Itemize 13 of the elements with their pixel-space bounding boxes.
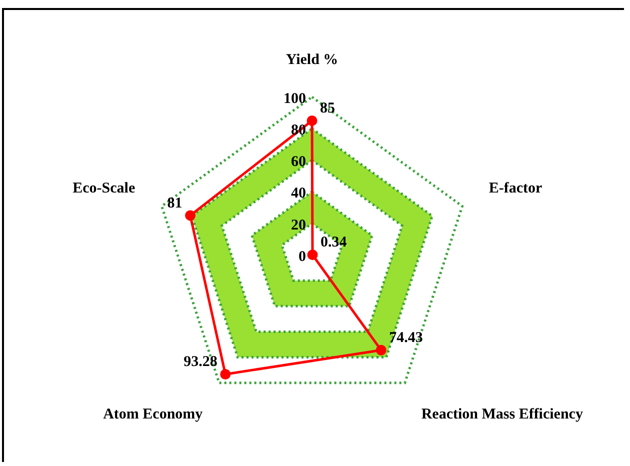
y-tick-label: 0 <box>298 248 306 265</box>
spoke-label: Yield % <box>286 52 338 68</box>
y-tick-label: 20 <box>291 217 306 234</box>
spoke-label: E-factor <box>488 180 543 196</box>
y-tick-label: 100 <box>284 90 306 107</box>
data-label: 85 <box>320 100 335 117</box>
spoke-label: Eco-Scale <box>72 180 136 196</box>
data-label: 93.28 <box>184 354 218 370</box>
spoke-label: Reaction Mass Efficiency <box>421 406 584 422</box>
data-label: 81 <box>167 195 182 212</box>
y-tick-label: 60 <box>291 154 306 170</box>
spoke-label: Atom Economy <box>103 406 204 422</box>
y-tick-label: 40 <box>291 186 306 202</box>
